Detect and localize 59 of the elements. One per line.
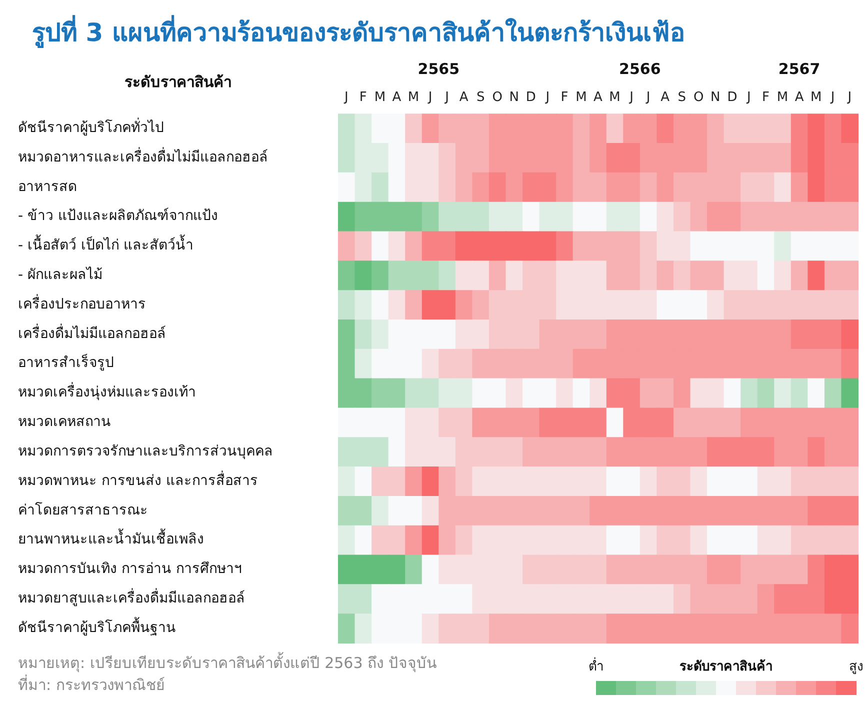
y-tick-label: หมวดการบันเทิง การอ่าน การศึกษาฯ	[18, 561, 242, 578]
x-tick-label: J	[645, 90, 650, 106]
x-tick-label: A	[392, 90, 402, 106]
x-tick-label: A	[459, 90, 468, 106]
y-tick-label: - ผักและผลไม้	[18, 266, 103, 283]
x-tick-label: D	[526, 90, 536, 106]
x-tick-label: D	[727, 90, 738, 106]
x-tick-label: M	[374, 90, 386, 106]
x-tick-label: J	[343, 90, 348, 106]
text: ที่มา: กระทรวงพาณิชย์	[18, 674, 166, 696]
x-tick-label: F	[560, 90, 568, 106]
y-tick-label: อาหารสำเร็จรูป	[18, 353, 114, 372]
x-tick-label: M	[776, 90, 788, 106]
x-tick-label: J	[544, 90, 550, 106]
x-tick-label: J	[628, 90, 634, 106]
x-tick-label: S	[678, 90, 686, 106]
x-tick-label: A	[594, 90, 603, 106]
x-tick-label: S	[476, 90, 485, 106]
x-tick-label: J	[444, 90, 449, 106]
x-tick-label: J	[846, 90, 852, 106]
y-tick-label: เครื่องประกอบอาหาร	[18, 294, 146, 312]
color-bar-label: สูง	[849, 659, 863, 674]
x-tick-label: F	[762, 90, 770, 106]
color-bar-label: ต่ำ	[588, 657, 604, 674]
y-tick-label: ดัชนีราคาผู้บริโภคพื้นฐาน	[18, 616, 176, 636]
y-tick-label: หมวดเคหสถาน	[18, 414, 111, 430]
y-axis-title: ระดับราคาสินค้า	[124, 72, 232, 91]
y-tick-label: อาหารสด	[18, 178, 77, 195]
x-tick-label: A	[794, 90, 804, 106]
x-tick-label: J	[830, 90, 835, 106]
text: 2565	[418, 60, 460, 78]
y-tick-label: หมวดยาสูบและเครื่องดื่มมีแอลกอฮอล์	[18, 588, 245, 607]
text: 2567	[778, 60, 820, 78]
x-tick-label: N	[509, 90, 519, 106]
y-tick-label: - ข้าว แป้งและผลิตภัณฑ์จากแป้ง	[18, 207, 218, 224]
x-tick-label: J	[427, 90, 432, 106]
text: 2566	[619, 60, 661, 78]
x-tick-label: J	[746, 90, 751, 106]
y-tick-label: หมวดอาหารและเครื่องดื่มไม่มีแอลกอฮอล์	[18, 147, 268, 166]
x-tick-label: O	[694, 90, 704, 106]
chart-title: รูปที่ 3 แผนที่ความร้อนของระดับราคาสินค้าในตะกร้าเงินเฟ้อ	[32, 14, 685, 50]
x-tick-label: M	[810, 90, 822, 106]
x-tick-label: M	[408, 90, 420, 106]
text: หมายเหตุ: เปรียบเทียบระดับราคาสินค้าตั้งแต่ปี 2563 ถึง ปัจจุบัน	[18, 652, 436, 674]
y-tick-label: เครื่องดื่มไม่มีแอลกอฮอล์	[18, 324, 166, 342]
x-tick-label: F	[359, 90, 367, 106]
y-tick-label: ค่าโดยสารสาธารณะ	[18, 501, 148, 518]
y-tick-label: หมวดการตรวจรักษาและบริการส่วนบุคคล	[18, 443, 273, 460]
y-tick-label: ดัชนีราคาผู้บริโภคทั่วไป	[18, 118, 164, 136]
x-tick-label: M	[576, 90, 587, 106]
x-tick-label: N	[710, 90, 720, 106]
y-tick-label: หมวดเครื่องนุ่งห่มและรองเท้า	[18, 382, 196, 401]
y-tick-label: ยานพาหนะและน้ำมันเชื้อเพลิง	[18, 528, 204, 548]
x-tick-label: A	[660, 90, 670, 106]
y-tick-label: หมวดพาหนะ การขนส่ง และการสื่อสาร	[18, 470, 258, 489]
x-tick-label: M	[609, 90, 620, 106]
x-tick-label: O	[492, 90, 502, 106]
y-tick-label: - เนื้อสัตว์ เป็ดไก่ และสัตว์น้ำ	[18, 234, 194, 254]
color-bar-title: ระดับราคาสินค้า	[680, 658, 772, 674]
